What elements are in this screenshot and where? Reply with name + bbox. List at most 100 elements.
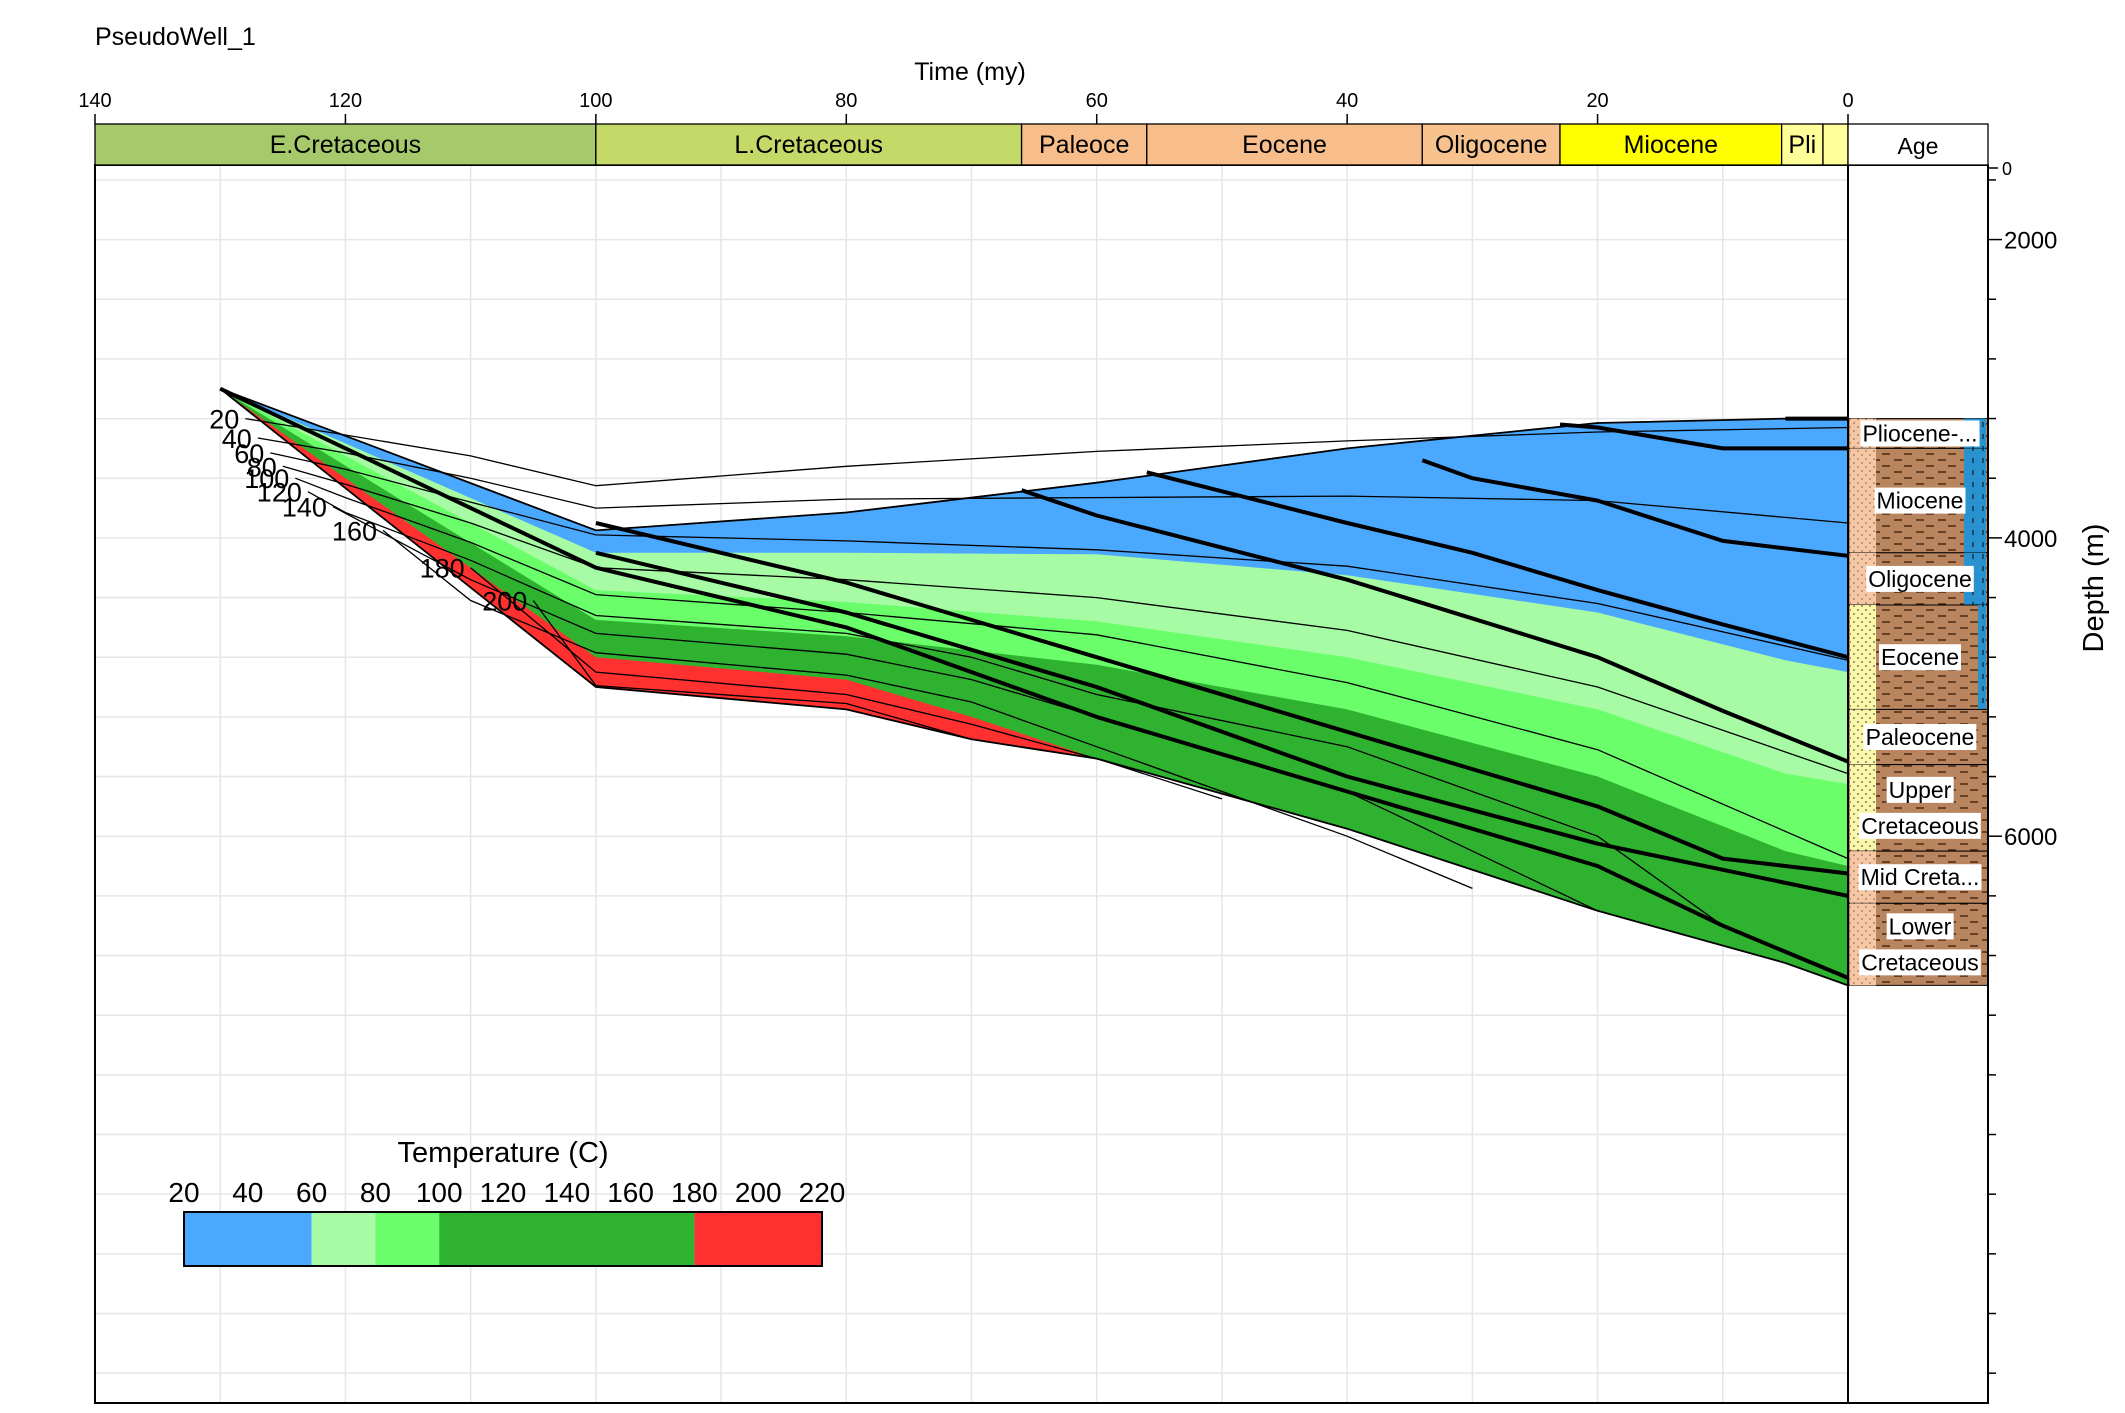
legend-swatch-60-80 [311, 1212, 376, 1266]
burial-line-paleocene [1020, 488, 1849, 764]
age-label-miocene: Miocene [1624, 131, 1719, 159]
legend-swatch-100-180 [439, 1212, 695, 1266]
burial-line-mid-creta- [595, 550, 1849, 898]
isotherm-label-160: 160 [332, 516, 377, 546]
isotherm-label-60: 60 [234, 439, 264, 469]
lith-strip [1850, 448, 1876, 553]
lith-label-lower-cretaceous: Cretaceous [1861, 949, 1979, 975]
y-tick-label: 0 [2002, 159, 2012, 179]
isotherm-label-120: 120 [257, 478, 302, 508]
isotherm-label-20: 20 [209, 405, 239, 435]
age-label-l-cretaceous: L.Cretaceous [734, 131, 883, 159]
y-tick-label: 2000 [2004, 228, 2057, 255]
lith-strip [1964, 552, 1986, 606]
lithology-column: Pliocene-... Miocene Oligocene Eocene Paleoc… [1847, 418, 1989, 986]
isotherm-label-200: 200 [482, 587, 527, 617]
legend-swatch-180-220 [694, 1212, 822, 1266]
lith-strip [1978, 605, 1986, 710]
x-tick-label: 120 [329, 90, 362, 112]
legend-tick-label: 180 [671, 1177, 718, 1208]
legend-tick-label: 40 [232, 1177, 263, 1208]
lith-label-bg [1859, 949, 1981, 976]
legend-tick-label: 80 [360, 1177, 391, 1208]
lith-label-bg [1860, 420, 1980, 447]
lith-label-oligocene: Oligocene [1868, 566, 1972, 592]
isotherm-20 [245, 417, 1849, 487]
x-axis: 140 120 100 80 60 40 20 0 [78, 90, 1854, 124]
x-tick-label: 80 [835, 90, 857, 112]
lith-label-lower-cretaceous: Lower [1889, 913, 1952, 939]
lith-label-upper-cretaceous: Cretaceous [1861, 813, 1979, 839]
lith-label-mid-creta-: Mid Creta... [1861, 864, 1980, 890]
lith-label-eocene: Eocene [1881, 644, 1959, 670]
legend-title: Temperature (C) [397, 1137, 608, 1169]
x-tick-label: 20 [1586, 90, 1608, 112]
lith-strip [1964, 448, 1986, 553]
isotherm-200 [532, 600, 972, 740]
isotherm-180 [470, 567, 1223, 800]
isotherm-120 [307, 491, 1724, 927]
isotherm-label-140: 140 [282, 493, 327, 523]
x-tick-label: 100 [579, 90, 612, 112]
isotherm-label-180: 180 [420, 554, 465, 584]
legend-tick-label: 60 [296, 1177, 327, 1208]
isotherm-label-80: 80 [247, 452, 277, 482]
lith-label-bg [1878, 644, 1962, 671]
y-axis-title: Depth (m) [2078, 524, 2110, 653]
isotherm-80 [282, 465, 1849, 775]
temperature-band-20-60 [220, 388, 1849, 673]
well-name: PseudoWell_1 [95, 23, 256, 51]
lith-label-bg [1886, 913, 1954, 940]
isotherm-40 [257, 437, 1849, 524]
isotherm-label-40: 40 [222, 424, 252, 454]
isotherm-160 [382, 529, 1473, 890]
age-cell-pli [1780, 123, 1824, 166]
age-cell-l-cretaceous [595, 123, 1023, 166]
age-label-paleoce: Paleoce [1039, 131, 1129, 159]
age-column-label: Age [1898, 133, 1939, 159]
age-column-header [1847, 123, 1989, 166]
age-cell-e-cretaceous [94, 123, 597, 166]
legend-tick-label: 200 [735, 1177, 782, 1208]
burial-lines [219, 386, 1849, 980]
lith-label-bg [1866, 565, 1974, 592]
legend-tick-label: 220 [799, 1177, 846, 1208]
legend-tick-label: 120 [480, 1177, 527, 1208]
x-tick-label: 140 [78, 90, 111, 112]
age-label-oligocene: Oligocene [1435, 131, 1548, 159]
legend-swatch-80-100 [375, 1212, 440, 1266]
lith-label-bg [1863, 724, 1977, 751]
x-axis-title: Time (my) [914, 58, 1026, 86]
lith-label-paleocene: Paleocene [1866, 724, 1975, 750]
legend-tick-label: 100 [416, 1177, 463, 1208]
lith-label-bg [1858, 864, 1982, 891]
lith-label-upper-cretaceous: Upper [1889, 777, 1952, 803]
burial-line-miocene [1559, 422, 1848, 451]
age-cell-recent [1822, 123, 1849, 166]
age-cell-oligocene [1421, 123, 1561, 166]
age-cell-paleoce [1020, 123, 1148, 166]
isotherm-label-100: 100 [244, 464, 289, 494]
isotherm-60 [270, 452, 1849, 661]
lith-label-miocene: Miocene [1877, 488, 1964, 514]
x-tick-label: 0 [1842, 90, 1853, 112]
temperature-legend: 20 40 60 80 100 120 140 160 180 200 220 [168, 1177, 846, 1267]
lith-label-bg [1886, 776, 1954, 803]
y-tick-label: 6000 [2004, 824, 2057, 851]
lith-label-pliocene-: Pliocene-... [1862, 420, 1977, 446]
age-label-eocene: Eocene [1242, 131, 1327, 159]
legend-tick-label: 20 [168, 1177, 199, 1208]
x-tick-label: 60 [1086, 90, 1108, 112]
lith-label-bg [1874, 487, 1966, 514]
sediment-surface [219, 387, 1848, 532]
age-label-e-cretaceous: E.Cretaceous [270, 131, 421, 159]
age-cell-miocene [1559, 123, 1783, 166]
age-label-pli: Pli [1788, 131, 1816, 159]
isotherm-140 [332, 506, 1598, 912]
isotherms [245, 417, 1849, 927]
lith-label-bg [1859, 812, 1981, 839]
lith-strip [1850, 605, 1876, 710]
